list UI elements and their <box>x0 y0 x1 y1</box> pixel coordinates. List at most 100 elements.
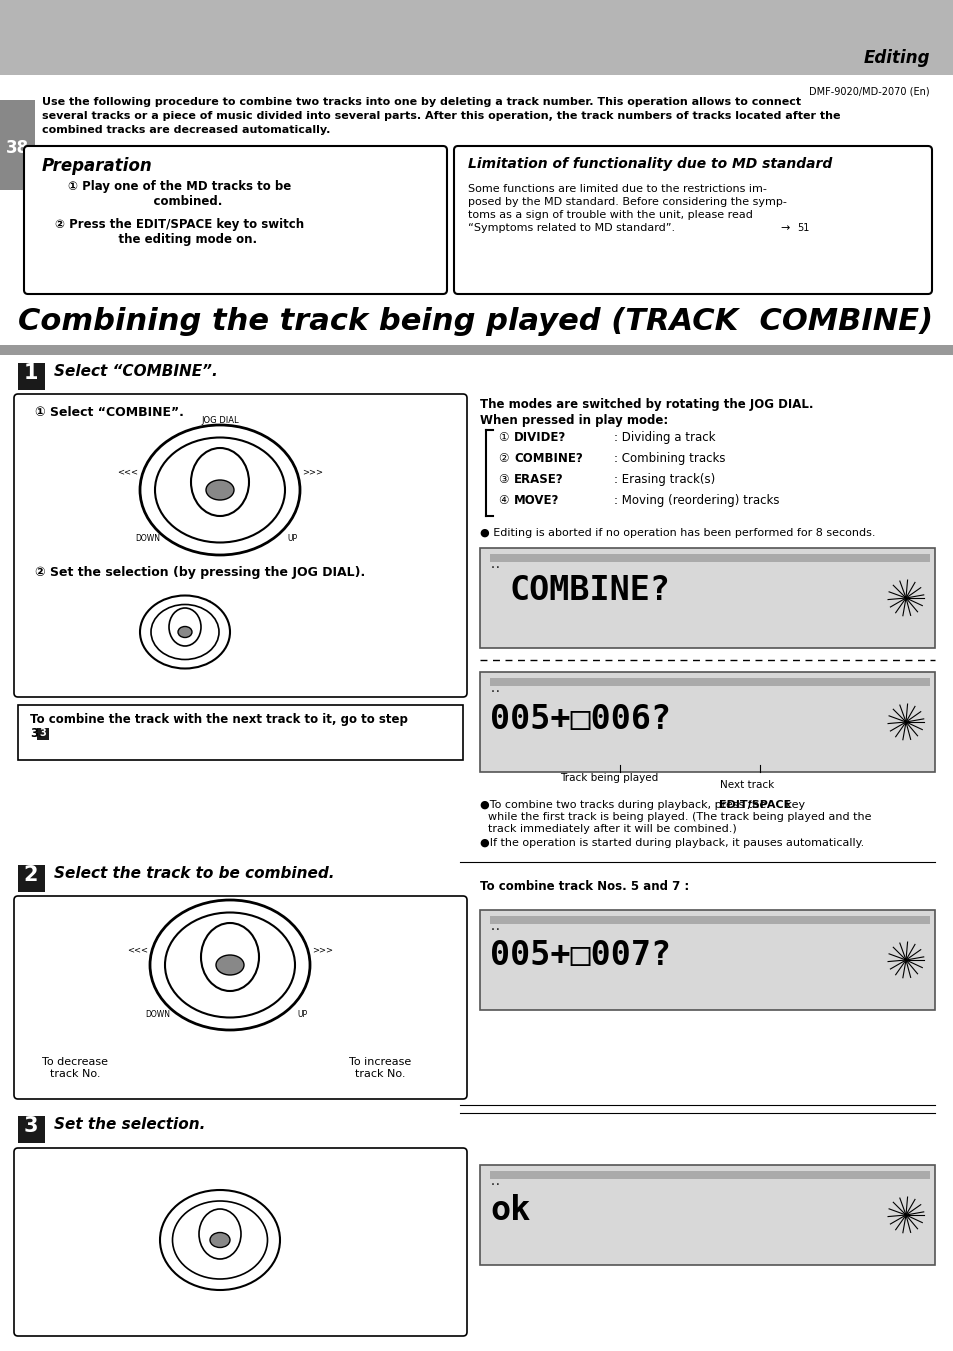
Text: When pressed in play mode:: When pressed in play mode: <box>479 413 667 427</box>
Text: toms as a sign of trouble with the unit, please read: toms as a sign of trouble with the unit,… <box>468 209 752 220</box>
Ellipse shape <box>178 627 192 638</box>
Text: Preparation: Preparation <box>42 157 152 176</box>
Bar <box>479 911 934 1011</box>
Text: : Erasing track(s): : Erasing track(s) <box>614 473 715 486</box>
Text: To decrease
track No.: To decrease track No. <box>42 1056 108 1078</box>
Text: COMBINE?: COMBINE? <box>514 453 582 465</box>
Ellipse shape <box>201 923 258 992</box>
Bar <box>490 916 929 924</box>
Ellipse shape <box>206 480 233 500</box>
Text: “Symptoms related to MD standard”.: “Symptoms related to MD standard”. <box>468 223 675 232</box>
Text: track immediately after it will be combined.): track immediately after it will be combi… <box>488 824 736 834</box>
Text: ① Select “COMBINE”.: ① Select “COMBINE”. <box>35 407 184 419</box>
Text: JOG: JOG <box>173 600 186 607</box>
Text: Select “COMBINE”.: Select “COMBINE”. <box>54 363 217 380</box>
Text: ① Play one of the MD tracks to be: ① Play one of the MD tracks to be <box>69 180 292 193</box>
Ellipse shape <box>165 912 294 1017</box>
Text: EDIT/SPACE: EDIT/SPACE <box>719 800 790 811</box>
Text: : Combining tracks: : Combining tracks <box>614 453 724 465</box>
Text: 2: 2 <box>24 865 38 885</box>
Text: >>>: >>> <box>302 467 323 477</box>
Text: ● Editing is aborted if no operation has been performed for 8 seconds.: ● Editing is aborted if no operation has… <box>479 528 875 538</box>
Text: JOG: JOG <box>203 1200 216 1206</box>
Text: PUSH SET: PUSH SET <box>212 1021 249 1031</box>
Bar <box>479 1165 934 1265</box>
Text: JOG DIAL: JOG DIAL <box>211 907 249 916</box>
Text: ..: .. <box>490 684 501 694</box>
Text: DIAL: DIAL <box>196 600 213 607</box>
Text: COMBINE?: COMBINE? <box>510 574 670 607</box>
Text: DIVIDE?: DIVIDE? <box>514 431 566 444</box>
Text: ●To combine two tracks during playback, press the: ●To combine two tracks during playback, … <box>479 800 769 811</box>
Text: DOWN: DOWN <box>146 1011 171 1019</box>
Bar <box>18 363 45 390</box>
Text: Limitation of functionality due to MD standard: Limitation of functionality due to MD st… <box>468 157 831 172</box>
Bar <box>490 678 929 686</box>
Ellipse shape <box>215 955 244 975</box>
Text: ②: ② <box>497 453 508 465</box>
Text: DOWN: DOWN <box>135 534 160 543</box>
Text: UP: UP <box>296 1011 307 1019</box>
Ellipse shape <box>199 1209 241 1259</box>
Text: ..: .. <box>490 561 501 570</box>
Ellipse shape <box>154 438 285 543</box>
Text: >>>: >>> <box>312 946 333 955</box>
Text: Editing: Editing <box>862 49 929 68</box>
FancyBboxPatch shape <box>14 896 467 1098</box>
Text: DMF-9020/MD-2070 (En): DMF-9020/MD-2070 (En) <box>808 86 929 97</box>
Text: ①: ① <box>497 431 508 444</box>
Ellipse shape <box>191 449 249 516</box>
Text: JOG DIAL: JOG DIAL <box>201 416 238 426</box>
Text: 51: 51 <box>796 223 808 232</box>
Bar <box>490 1171 929 1179</box>
Text: 005+□007?: 005+□007? <box>490 939 670 971</box>
Text: Set the selection.: Set the selection. <box>54 1117 205 1132</box>
Bar <box>37 728 49 740</box>
Ellipse shape <box>169 608 201 646</box>
Text: ④: ④ <box>497 494 508 507</box>
Text: ●If the operation is started during playback, it pauses automatically.: ●If the operation is started during play… <box>479 838 863 848</box>
Text: key: key <box>781 800 804 811</box>
Bar <box>479 671 934 771</box>
Bar <box>479 549 934 648</box>
Ellipse shape <box>172 1201 267 1279</box>
Ellipse shape <box>210 1232 230 1247</box>
Text: Select the track to be combined.: Select the track to be combined. <box>54 866 335 881</box>
Ellipse shape <box>150 900 310 1029</box>
FancyBboxPatch shape <box>14 394 467 697</box>
Text: UP: UP <box>287 534 296 543</box>
Text: The modes are switched by rotating the JOG DIAL.: The modes are switched by rotating the J… <box>479 399 813 411</box>
FancyBboxPatch shape <box>14 1148 467 1336</box>
Text: ③: ③ <box>497 473 508 486</box>
Text: ② Press the EDIT/SPACE key to switch: ② Press the EDIT/SPACE key to switch <box>55 218 304 231</box>
Bar <box>792 222 812 235</box>
Text: Some functions are limited due to the restrictions im-: Some functions are limited due to the re… <box>468 184 766 195</box>
Text: PUSH SET: PUSH SET <box>201 546 238 555</box>
Bar <box>490 554 929 562</box>
Bar <box>18 705 462 761</box>
Bar <box>18 865 45 892</box>
Text: while the first track is being played. (The track being played and the: while the first track is being played. (… <box>488 812 871 821</box>
FancyBboxPatch shape <box>454 146 931 295</box>
Text: To combine track Nos. 5 and 7 :: To combine track Nos. 5 and 7 : <box>479 880 688 893</box>
Text: several tracks or a piece of music divided into several parts. After this operat: several tracks or a piece of music divid… <box>42 111 840 122</box>
Text: 3: 3 <box>24 1116 38 1136</box>
Bar <box>0 345 953 355</box>
Text: 005+□006?: 005+□006? <box>490 704 670 736</box>
Text: ..: .. <box>490 1177 501 1188</box>
Text: Next track: Next track <box>720 780 774 790</box>
Text: combined.: combined. <box>137 195 222 208</box>
Text: DIAL: DIAL <box>233 1200 249 1206</box>
Text: Combining the track being played (TRACK  COMBINE): Combining the track being played (TRACK … <box>18 307 932 336</box>
Text: : Moving (reordering) tracks: : Moving (reordering) tracks <box>614 494 779 507</box>
Text: posed by the MD standard. Before considering the symp-: posed by the MD standard. Before conside… <box>468 197 786 207</box>
Text: Track being played: Track being played <box>559 773 658 784</box>
Bar <box>0 100 35 190</box>
Text: ERASE?: ERASE? <box>514 473 563 486</box>
Ellipse shape <box>151 604 219 659</box>
Text: Use the following procedure to combine two tracks into one by deleting a track n: Use the following procedure to combine t… <box>42 97 801 107</box>
Text: combined tracks are decreased automatically.: combined tracks are decreased automatica… <box>42 126 330 135</box>
Text: the editing mode on.: the editing mode on. <box>102 232 257 246</box>
Text: ok: ok <box>490 1193 530 1227</box>
Text: 3.: 3. <box>30 727 43 740</box>
